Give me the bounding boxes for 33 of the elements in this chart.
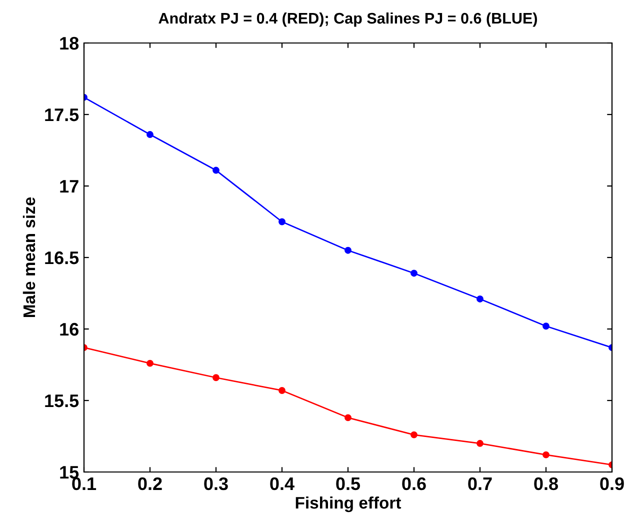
y-tick-label: 16.5 xyxy=(45,251,79,264)
x-tick-label: 0.1 xyxy=(72,477,96,490)
point xyxy=(542,322,550,330)
point xyxy=(476,295,484,302)
x-tick-label: 0.3 xyxy=(204,477,228,490)
point xyxy=(212,374,220,382)
point xyxy=(542,451,550,458)
y-tick-label: 17 xyxy=(60,180,78,193)
y-tick-label: 18 xyxy=(60,36,79,50)
point xyxy=(278,387,286,394)
y-axis-title: Male mean size xyxy=(22,197,36,318)
point xyxy=(344,246,352,254)
point xyxy=(278,218,286,226)
chart-title: Andratx PJ = 0.4 (RED); Cap Salines PJ = 0.6 (BLUE) xyxy=(158,12,538,27)
y-tick-label: 16 xyxy=(60,322,78,336)
point xyxy=(146,360,154,367)
y-tick-label: 15.5 xyxy=(45,394,79,408)
x-tick-label: 0.4 xyxy=(270,477,294,490)
x-axis-title: Fishing effort xyxy=(296,496,402,512)
point xyxy=(410,270,418,277)
x-tick-label: 0.6 xyxy=(402,477,426,490)
point xyxy=(212,166,220,174)
x-tick-label: 0.7 xyxy=(468,477,492,490)
x-tick-label: 0.5 xyxy=(336,477,360,490)
y-tick-label: 17.5 xyxy=(45,108,79,122)
y-tick-label: 15 xyxy=(60,466,79,479)
point xyxy=(410,431,418,438)
x-tick-label: 0.8 xyxy=(534,477,558,490)
x-tick-label: 0.9 xyxy=(600,477,624,490)
point xyxy=(344,414,352,422)
x-tick-label: 0.2 xyxy=(138,477,162,490)
point xyxy=(476,440,484,447)
point xyxy=(146,131,154,138)
